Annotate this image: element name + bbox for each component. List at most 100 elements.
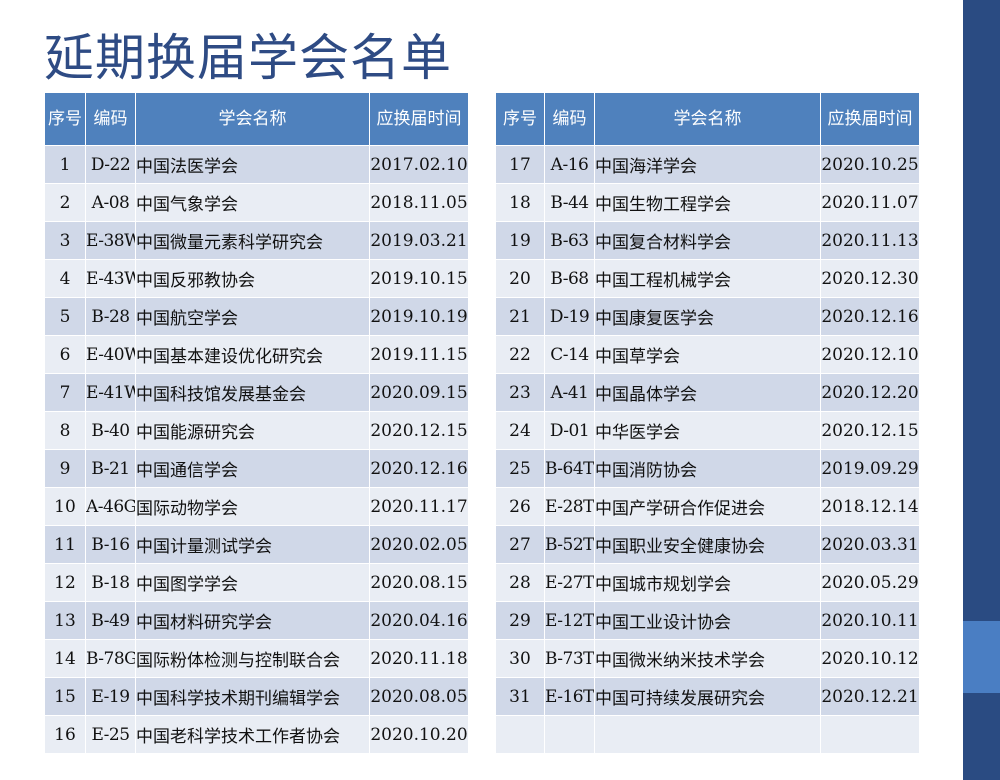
table-row: 7E-41W中国科技馆发展基金会2020.09.15: [44, 373, 469, 412]
cell-code: B-78G: [85, 639, 136, 678]
cell-date: 2020.11.13: [820, 221, 920, 260]
cell-name: 中国能源研究会: [135, 411, 370, 450]
cell-code: D-22: [85, 145, 136, 184]
cell-code: A-46G: [85, 487, 136, 526]
table-row: 27 B-52T 中国职业安全健康协会 2020.03.31: [495, 525, 920, 564]
cell-date: 2019.03.21: [369, 221, 469, 260]
cell-code: B-16: [85, 525, 136, 564]
cell-no: 7: [44, 373, 86, 412]
roster-table-right: 序号 编码 学会名称 应换届时间 17 A-16 中国海洋学会 2020.10.25 1…: [495, 92, 920, 754]
cell-no: 18: [495, 183, 545, 222]
table-row: 3E-38W中国微量元素科学研究会2019.03.21: [44, 221, 469, 260]
cell-name: 中国科技馆发展基金会: [135, 373, 370, 412]
cell-name: 国际粉体检测与控制联合会: [135, 639, 370, 678]
cell-date: [820, 715, 920, 754]
cell-date: 2020.02.05: [369, 525, 469, 564]
table-row: 5 B-28 中国航空学会 2019.10.19: [44, 297, 469, 336]
cell-date: 2019.10.15: [369, 259, 469, 298]
cell-no: 27: [495, 525, 545, 564]
cell-no: 24: [495, 411, 545, 450]
cell-date: 2020.12.21: [820, 677, 920, 716]
table-row: 19 B-63 中国复合材料学会 2020.11.13: [495, 221, 920, 260]
cell-name: 中国康复医学会: [594, 297, 821, 336]
cell-no: 1: [44, 145, 86, 184]
cell-code: B-64T: [544, 449, 595, 488]
cell-code: D-01: [544, 411, 595, 450]
header-code: 编码: [85, 92, 136, 146]
header-code: 编码: [544, 92, 595, 146]
table-row: 15 E-19 中国科学技术期刊编辑学会 2020.08.05: [44, 677, 469, 716]
cell-date: 2020.12.30: [820, 259, 920, 298]
table-row: 18 B-44 中国生物工程学会 2020.11.07: [495, 183, 920, 222]
roster-table-left: 序号 编码 学会名称 应换届时间 1 D-22 中国法医学会 2017.02.10 2 A…: [44, 92, 469, 754]
cell-name: 中国产学研合作促进会: [594, 487, 821, 526]
table-row: 13 B-49 中国材料研究学会 2020.04.16: [44, 601, 469, 640]
cell-date: 2017.02.10: [369, 145, 469, 184]
cell-code: B-40: [85, 411, 136, 450]
cell-code: E-25: [85, 715, 136, 754]
table-row: [495, 715, 920, 754]
cell-name: 中国城市规划学会: [594, 563, 821, 602]
table-header-row: 序号 编码 学会名称 应换届时间: [495, 92, 920, 146]
cell-no: 28: [495, 563, 545, 602]
table-body-right: 17 A-16 中国海洋学会 2020.10.25 18 B-44 中国生物工程学会 2020…: [495, 145, 920, 754]
table-row: 26 E-28T 中国产学研合作促进会 2018.12.14: [495, 487, 920, 526]
cell-code: E-27T: [544, 563, 595, 602]
cell-name: 中国复合材料学会: [594, 221, 821, 260]
cell-code: E-43W: [85, 259, 136, 298]
cell-no: 13: [44, 601, 86, 640]
table-row: 22 C-14 中国草学会 2020.12.10: [495, 335, 920, 374]
cell-no: 3: [44, 221, 86, 260]
cell-code: B-28: [85, 297, 136, 336]
table-body-left: 1 D-22 中国法医学会 2017.02.10 2 A-08 中国气象学会 2018.11.…: [44, 145, 469, 754]
cell-code: B-18: [85, 563, 136, 602]
table-row: 9 B-21 中国通信学会 2020.12.16: [44, 449, 469, 488]
cell-code: E-38W: [85, 221, 136, 260]
table-row: 24 D-01 中华医学会 2020.12.15: [495, 411, 920, 450]
table-row: 20 B-68 中国工程机械学会 2020.12.30: [495, 259, 920, 298]
sidebar-accent-block: [963, 621, 1000, 693]
cell-no: 19: [495, 221, 545, 260]
cell-date: 2020.05.29: [820, 563, 920, 602]
page-title: 延期换届学会名单: [44, 29, 452, 87]
table-row: 21 D-19 中国康复医学会 2020.12.16: [495, 297, 920, 336]
cell-code: E-28T: [544, 487, 595, 526]
cell-no: 4: [44, 259, 86, 298]
cell-code: C-14: [544, 335, 595, 374]
cell-name: 中国航空学会: [135, 297, 370, 336]
cell-name: 中国微米纳米技术学会: [594, 639, 821, 678]
cell-no: 8: [44, 411, 86, 450]
cell-name: 中华医学会: [594, 411, 821, 450]
cell-date: 2020.10.20: [369, 715, 469, 754]
cell-code: E-12T: [544, 601, 595, 640]
table-row: 28 E-27T 中国城市规划学会 2020.05.29: [495, 563, 920, 602]
header-date: 应换届时间: [820, 92, 920, 146]
table-row: 29 E-12T 中国工业设计协会 2020.10.11: [495, 601, 920, 640]
cell-name: 中国消防协会: [594, 449, 821, 488]
cell-date: 2020.12.10: [820, 335, 920, 374]
cell-date: 2020.12.16: [820, 297, 920, 336]
cell-code: A-08: [85, 183, 136, 222]
cell-no: 29: [495, 601, 545, 640]
cell-code: B-52T: [544, 525, 595, 564]
cell-no: 2: [44, 183, 86, 222]
cell-name: 中国草学会: [594, 335, 821, 374]
cell-name: 国际动物学会: [135, 487, 370, 526]
cell-name: 中国生物工程学会: [594, 183, 821, 222]
cell-name: 中国法医学会: [135, 145, 370, 184]
cell-code: E-16T: [544, 677, 595, 716]
table-row: 4E-43W中国反邪教协会2019.10.15: [44, 259, 469, 298]
table-row: 12 B-18 中国图学学会 2020.08.15: [44, 563, 469, 602]
table-header-row: 序号 编码 学会名称 应换届时间: [44, 92, 469, 146]
cell-date: 2018.12.14: [820, 487, 920, 526]
cell-date: 2020.12.16: [369, 449, 469, 488]
cell-name: 中国老科学技术工作者协会: [135, 715, 370, 754]
cell-date: 2020.03.31: [820, 525, 920, 564]
table-row: 2 A-08 中国气象学会 2018.11.05: [44, 183, 469, 222]
table-row: 6E-40W中国基本建设优化研究会2019.11.15: [44, 335, 469, 374]
cell-name: 中国图学学会: [135, 563, 370, 602]
cell-code: B-63: [544, 221, 595, 260]
header-no: 序号: [495, 92, 545, 146]
cell-name: 中国计量测试学会: [135, 525, 370, 564]
cell-date: 2020.04.16: [369, 601, 469, 640]
